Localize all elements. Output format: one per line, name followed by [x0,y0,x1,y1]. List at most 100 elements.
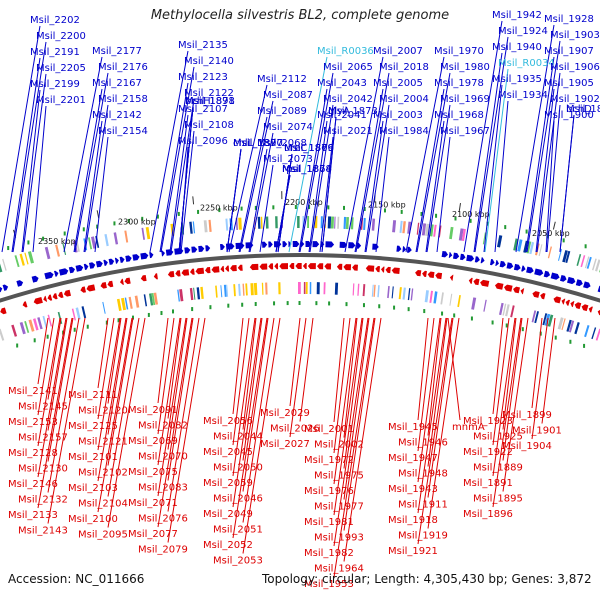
forward-gene-label[interactable]: Msil_1903 [550,30,600,41]
reverse-gene-label[interactable]: Msil_2071 [128,498,178,509]
reverse-gene-label[interactable]: Msil_2111 [68,390,118,401]
forward-gene-label[interactable]: Msil_1869 [284,143,334,154]
forward-gene-label[interactable]: Msil_1940 [492,42,542,53]
reverse-gene-label[interactable]: Msil_2026 [270,424,320,435]
reverse-gene-label[interactable]: Msil_1943 [388,484,438,495]
reverse-gene-label[interactable]: Msil_2069 [128,436,178,447]
forward-gene-label[interactable]: Msil_1897 [233,138,283,149]
forward-gene-label[interactable]: Msil_2158 [98,94,148,105]
reverse-gene-label[interactable]: Msil_2056 [203,416,253,427]
reverse-gene-label[interactable]: Msil_2075 [128,467,178,478]
reverse-gene-label[interactable]: Msil_2059 [203,478,253,489]
forward-gene-label[interactable]: Msil_1968 [434,110,484,121]
forward-gene-label[interactable]: Msil_2191 [30,47,80,58]
reverse-gene-label[interactable]: Msil_1918 [388,515,438,526]
forward-gene-label[interactable]: Msil_2200 [36,31,86,42]
reverse-gene-label[interactable]: Msil_1975 [314,471,364,482]
reverse-gene-label[interactable]: Msil_2051 [213,525,263,536]
forward-gene-label[interactable]: Msil_1868 [282,164,332,175]
reverse-gene-label[interactable]: Msil_2044 [213,432,263,443]
forward-gene-label[interactable]: Msil_1870 [233,138,283,149]
forward-gene-label[interactable]: Msil_2122 [184,88,234,99]
forward-gene-label[interactable]: Msil_2065 [323,62,373,73]
reverse-gene-label[interactable]: Msil_2128 [8,448,58,459]
forward-gene-label[interactable]: Msil_2042 [323,94,373,105]
forward-gene-label[interactable]: Msil_2007 [373,46,423,57]
forward-gene-label[interactable]: Msil_2073 [263,154,313,165]
forward-gene-label[interactable]: Msil_1905 [544,78,594,89]
reverse-gene-label[interactable]: Msil_2145 [18,402,68,413]
reverse-gene-label[interactable]: Msil_2050 [213,463,263,474]
forward-gene-label[interactable]: Msil_1942 [492,10,542,21]
forward-gene-label[interactable]: Msil_2003 [373,110,423,121]
reverse-gene-label[interactable]: Msil_2029 [260,408,310,419]
reverse-gene-label[interactable]: Msil_2076 [138,514,188,525]
reverse-gene-label[interactable]: Msil_2132 [18,495,68,506]
reverse-gene-label[interactable]: mnmA [452,422,485,433]
reverse-gene-label[interactable]: Msil_2045 [203,447,253,458]
reverse-gene-label[interactable]: Msil_1923 [463,416,513,427]
reverse-gene-label[interactable]: Msil_2077 [128,529,178,540]
forward-gene-label[interactable]: Msil_2167 [92,78,142,89]
reverse-gene-label[interactable]: Msil_1972 [304,455,354,466]
forward-gene-label[interactable]: Msil_1898 [185,96,235,107]
forward-gene-label[interactable]: Msil_2140 [184,56,234,67]
forward-gene-label[interactable]: Msil_1934 [498,90,548,101]
forward-gene-label[interactable]: Msil_1902 [550,94,600,105]
forward-gene-label[interactable]: Msil_1873 [328,106,378,117]
reverse-gene-label[interactable]: Msil_1964 [314,564,364,575]
forward-gene-label[interactable]: ureC [284,143,307,154]
reverse-gene-label[interactable]: Msil_2082 [138,421,188,432]
forward-gene-label[interactable]: Msil_2041 [317,110,367,121]
reverse-gene-label[interactable]: Msil_2001 [304,424,354,435]
reverse-gene-label[interactable]: Msil_1976 [304,486,354,497]
reverse-gene-label[interactable]: Msil_1889 [473,463,523,474]
forward-gene-label[interactable]: Msil_R0036 [317,46,374,57]
reverse-gene-label[interactable]: Msil_2141 [8,386,58,397]
reverse-gene-label[interactable]: Msil_2083 [138,483,188,494]
reverse-gene-label[interactable]: Msil_2046 [213,494,263,505]
reverse-gene-label[interactable]: Msil_1981 [304,517,354,528]
reverse-gene-label[interactable]: Msil_2095 [78,530,128,541]
reverse-gene-label[interactable]: Msil_2027 [260,439,310,450]
reverse-gene-label[interactable]: Msil_1921 [388,546,438,557]
reverse-gene-label[interactable]: Msil_2002 [314,440,364,451]
forward-gene-label[interactable]: Msil_R0034 [498,58,555,69]
forward-gene-label[interactable]: Msil_2199 [30,79,80,90]
reverse-gene-label[interactable]: Msil_2049 [203,509,253,520]
forward-gene-label[interactable]: Msil_2135 [178,40,228,51]
forward-gene-label[interactable]: Msil_2112 [257,74,307,85]
reverse-gene-label[interactable]: Msil_2070 [138,452,188,463]
reverse-gene-label[interactable]: Msil_1899 [502,410,552,421]
forward-gene-label[interactable]: Msil_1980 [440,62,490,73]
forward-gene-label[interactable]: Msil_2087 [263,90,313,101]
reverse-gene-label[interactable]: Msil_2130 [18,464,68,475]
reverse-gene-label[interactable]: Msil_1922 [463,447,513,458]
forward-gene-label[interactable]: Msil_2043 [317,78,367,89]
forward-gene-label[interactable]: Msil_1984 [379,126,429,137]
reverse-gene-label[interactable]: Msil_1946 [398,438,448,449]
reverse-gene-label[interactable]: Msil_1945 [388,422,438,433]
forward-gene-label[interactable]: Msil_1967 [440,126,490,137]
reverse-gene-label[interactable]: Msil_2102 [78,468,128,479]
forward-gene-label[interactable]: Msil_2108 [184,120,234,131]
forward-gene-label[interactable]: Msil_2068 [257,138,307,149]
forward-gene-label[interactable]: Msil_1969 [440,94,490,105]
forward-gene-label[interactable]: Msil_1978 [434,78,484,89]
forward-gene-label[interactable]: Msil_2004 [379,94,429,105]
reverse-gene-label[interactable]: Msil_1982 [304,548,354,559]
reverse-gene-label[interactable]: Msil_2133 [8,510,58,521]
reverse-gene-label[interactable]: Msil_2052 [203,540,253,551]
forward-gene-label[interactable]: Msil_2096 [178,136,228,147]
reverse-gene-label[interactable]: Msil_2146 [8,479,58,490]
reverse-gene-label[interactable]: Msil_1919 [398,531,448,542]
reverse-gene-label[interactable]: Msil_2103 [68,483,118,494]
reverse-gene-label[interactable]: Msil_1901 [512,426,562,437]
forward-gene-label[interactable]: glyA [328,106,350,117]
reverse-gene-label[interactable]: Msil_1953 [304,579,354,590]
reverse-gene-label[interactable]: Msil_2100 [68,514,118,525]
reverse-gene-label[interactable]: Msil_2120 [78,406,128,417]
forward-gene-label[interactable]: Msil_2176 [98,62,148,73]
reverse-gene-label[interactable]: Msil_2153 [8,417,58,428]
forward-gene-label[interactable]: Msil_1935 [492,74,542,85]
